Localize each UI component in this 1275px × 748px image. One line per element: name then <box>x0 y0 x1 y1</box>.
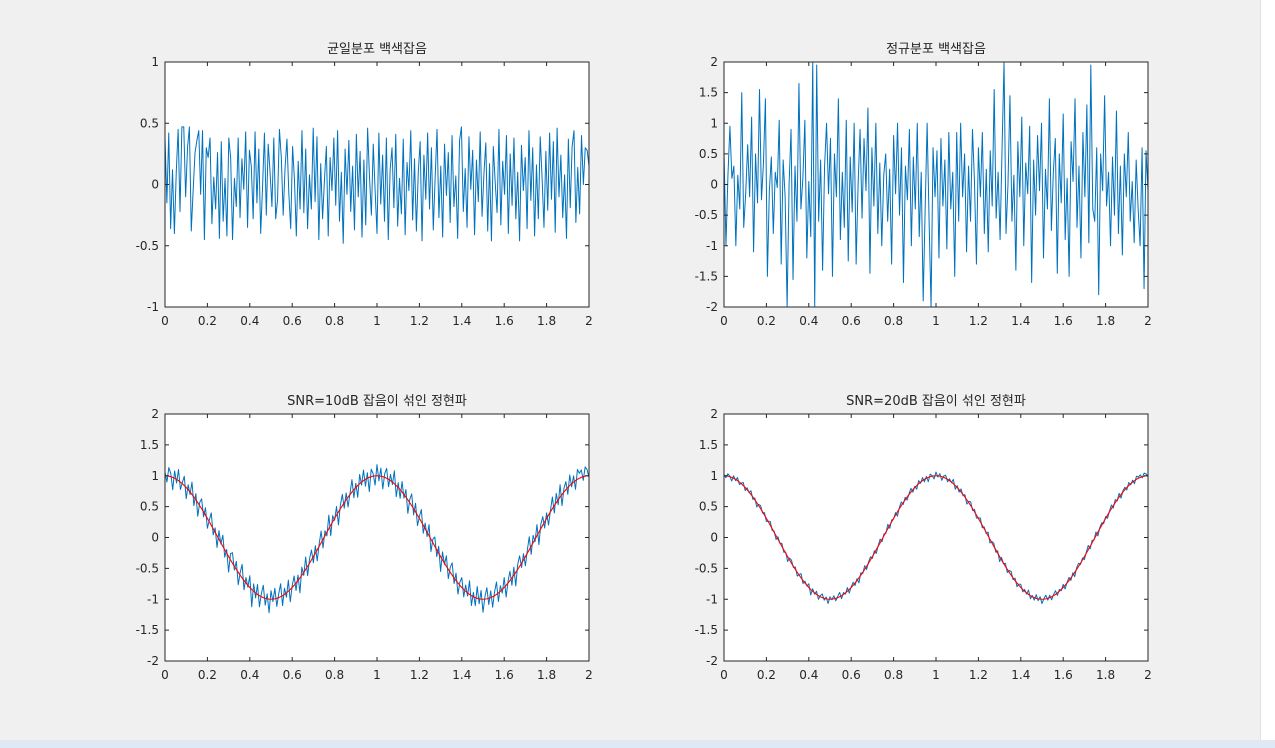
x-tick-label: 1.8 <box>537 668 556 682</box>
x-tick-label: 1.4 <box>1011 668 1030 682</box>
x-tick-label: 0.6 <box>283 314 302 328</box>
x-tick-label: 1.6 <box>1054 314 1073 328</box>
x-tick-label: 0.4 <box>799 314 818 328</box>
x-tick-label: 0.2 <box>198 314 217 328</box>
y-tick-label: -0.5 <box>136 561 159 575</box>
x-tick-label: 1.4 <box>452 314 471 328</box>
x-tick-label: 0.8 <box>884 314 903 328</box>
x-tick-label: 1.2 <box>969 314 988 328</box>
signal-line <box>724 62 1148 307</box>
signal-line <box>165 464 589 614</box>
x-tick-label: 1.8 <box>537 314 556 328</box>
x-tick-label: 1 <box>932 314 940 328</box>
y-tick-label: -2 <box>147 654 159 668</box>
x-tick-label: 0.8 <box>884 668 903 682</box>
axes-background <box>165 414 589 661</box>
x-tick-label: 0.2 <box>757 668 776 682</box>
window-bottom-edge <box>0 740 1275 748</box>
x-tick-label: 1.4 <box>452 668 471 682</box>
y-tick-label: 1.5 <box>699 438 718 452</box>
x-tick-label: 0.6 <box>842 314 861 328</box>
y-tick-label: 0 <box>710 178 718 192</box>
x-tick-label: 0.2 <box>198 668 217 682</box>
x-tick-label: 0 <box>161 668 169 682</box>
x-tick-label: 0.8 <box>325 668 344 682</box>
x-tick-label: 0 <box>720 668 728 682</box>
chart-title: 정규분포 백색잡음 <box>886 42 986 57</box>
y-tick-label: -1 <box>706 239 718 253</box>
x-tick-label: 0.4 <box>240 314 259 328</box>
x-tick-label: 0.6 <box>283 668 302 682</box>
subplot-gaussian-noise[interactable]: 정규분포 백색잡음 0 0.2 0.4 0.6 0.8 1 1.2 1.4 1.6 1.8 2 -2 -… <box>695 42 1152 328</box>
y-tick-label: 0.5 <box>699 500 718 514</box>
y-tick-label: -1 <box>147 592 159 606</box>
y-tick-label: 0.5 <box>140 116 159 130</box>
y-tick-label: 2 <box>710 407 718 421</box>
x-tick-label: 1.6 <box>1054 668 1073 682</box>
chart-title: SNR=10dB 잡음이 섞인 정현파 <box>287 394 467 409</box>
y-tick-label: 2 <box>151 407 159 421</box>
y-tick-label: 1.5 <box>140 438 159 452</box>
subplot-snr20-sine[interactable]: SNR=20dB 잡음이 섞인 정현파 0 0.2 0.4 0.6 0.8 1 1.2 1.4… <box>695 394 1152 682</box>
signal-line <box>165 126 589 244</box>
chart-title: SNR=20dB 잡음이 섞인 정현파 <box>846 394 1026 409</box>
y-tick-label: 1.5 <box>699 86 718 100</box>
reference-sine-line <box>724 475 1148 600</box>
axes-background <box>724 414 1148 661</box>
x-tick-label: 0.6 <box>842 668 861 682</box>
x-tick-label: 1.8 <box>1096 314 1115 328</box>
signal-line <box>724 471 1148 605</box>
reference-sine-line <box>165 475 589 600</box>
y-tick-label: 1 <box>710 469 718 483</box>
x-tick-label: 0.8 <box>325 314 344 328</box>
x-tick-label: 1.4 <box>1011 314 1030 328</box>
chart-title: 균일분포 백색잡음 <box>327 42 427 57</box>
x-tick-label: 2 <box>585 314 593 328</box>
x-tick-label: 0 <box>720 314 728 328</box>
x-tick-label: 1.6 <box>495 314 514 328</box>
y-tick-label: -2 <box>706 300 718 314</box>
y-tick-label: 0.5 <box>699 147 718 161</box>
y-tick-label: 1 <box>151 469 159 483</box>
x-tick-label: 2 <box>1144 668 1152 682</box>
y-tick-label: -1 <box>706 592 718 606</box>
y-tick-label: 1 <box>710 116 718 130</box>
x-tick-label: 1 <box>373 314 381 328</box>
y-tick-label: 0 <box>151 178 159 192</box>
x-tick-label: 1.2 <box>410 314 429 328</box>
x-tick-label: 1.2 <box>410 668 429 682</box>
y-tick-label: 0 <box>151 531 159 545</box>
y-tick-label: -1.5 <box>695 623 718 637</box>
y-tick-label: 2 <box>710 55 718 69</box>
window-right-edge <box>1260 0 1275 748</box>
x-tick-label: 1.8 <box>1096 668 1115 682</box>
y-tick-label: -1.5 <box>695 269 718 283</box>
y-tick-label: -0.5 <box>136 239 159 253</box>
subplot-snr10-sine[interactable]: SNR=10dB 잡음이 섞인 정현파 0 0.2 0.4 0.6 0.8 1 1.2 1.4… <box>136 394 593 682</box>
axes-background <box>165 62 589 307</box>
x-tick-label: 1 <box>932 668 940 682</box>
y-tick-label: -1 <box>147 300 159 314</box>
y-tick-label: -0.5 <box>695 561 718 575</box>
x-tick-label: 0 <box>161 314 169 328</box>
x-tick-label: 1 <box>373 668 381 682</box>
x-tick-label: 2 <box>1144 314 1152 328</box>
x-tick-label: 1.2 <box>969 668 988 682</box>
y-tick-label: -2 <box>706 654 718 668</box>
x-tick-label: 2 <box>585 668 593 682</box>
y-tick-label: -0.5 <box>695 208 718 222</box>
y-tick-label: 1 <box>151 55 159 69</box>
y-tick-label: 0 <box>710 531 718 545</box>
x-tick-label: 0.4 <box>799 668 818 682</box>
subplot-uniform-noise[interactable]: 균일분포 백색잡음 0 0.2 0.4 0.6 0.8 1 1.2 1.4 1.6 1.8 2 -1 -… <box>136 42 593 328</box>
x-tick-label: 0.4 <box>240 668 259 682</box>
x-tick-label: 1.6 <box>495 668 514 682</box>
x-tick-label: 0.2 <box>757 314 776 328</box>
y-tick-label: -1.5 <box>136 623 159 637</box>
y-tick-label: 0.5 <box>140 500 159 514</box>
